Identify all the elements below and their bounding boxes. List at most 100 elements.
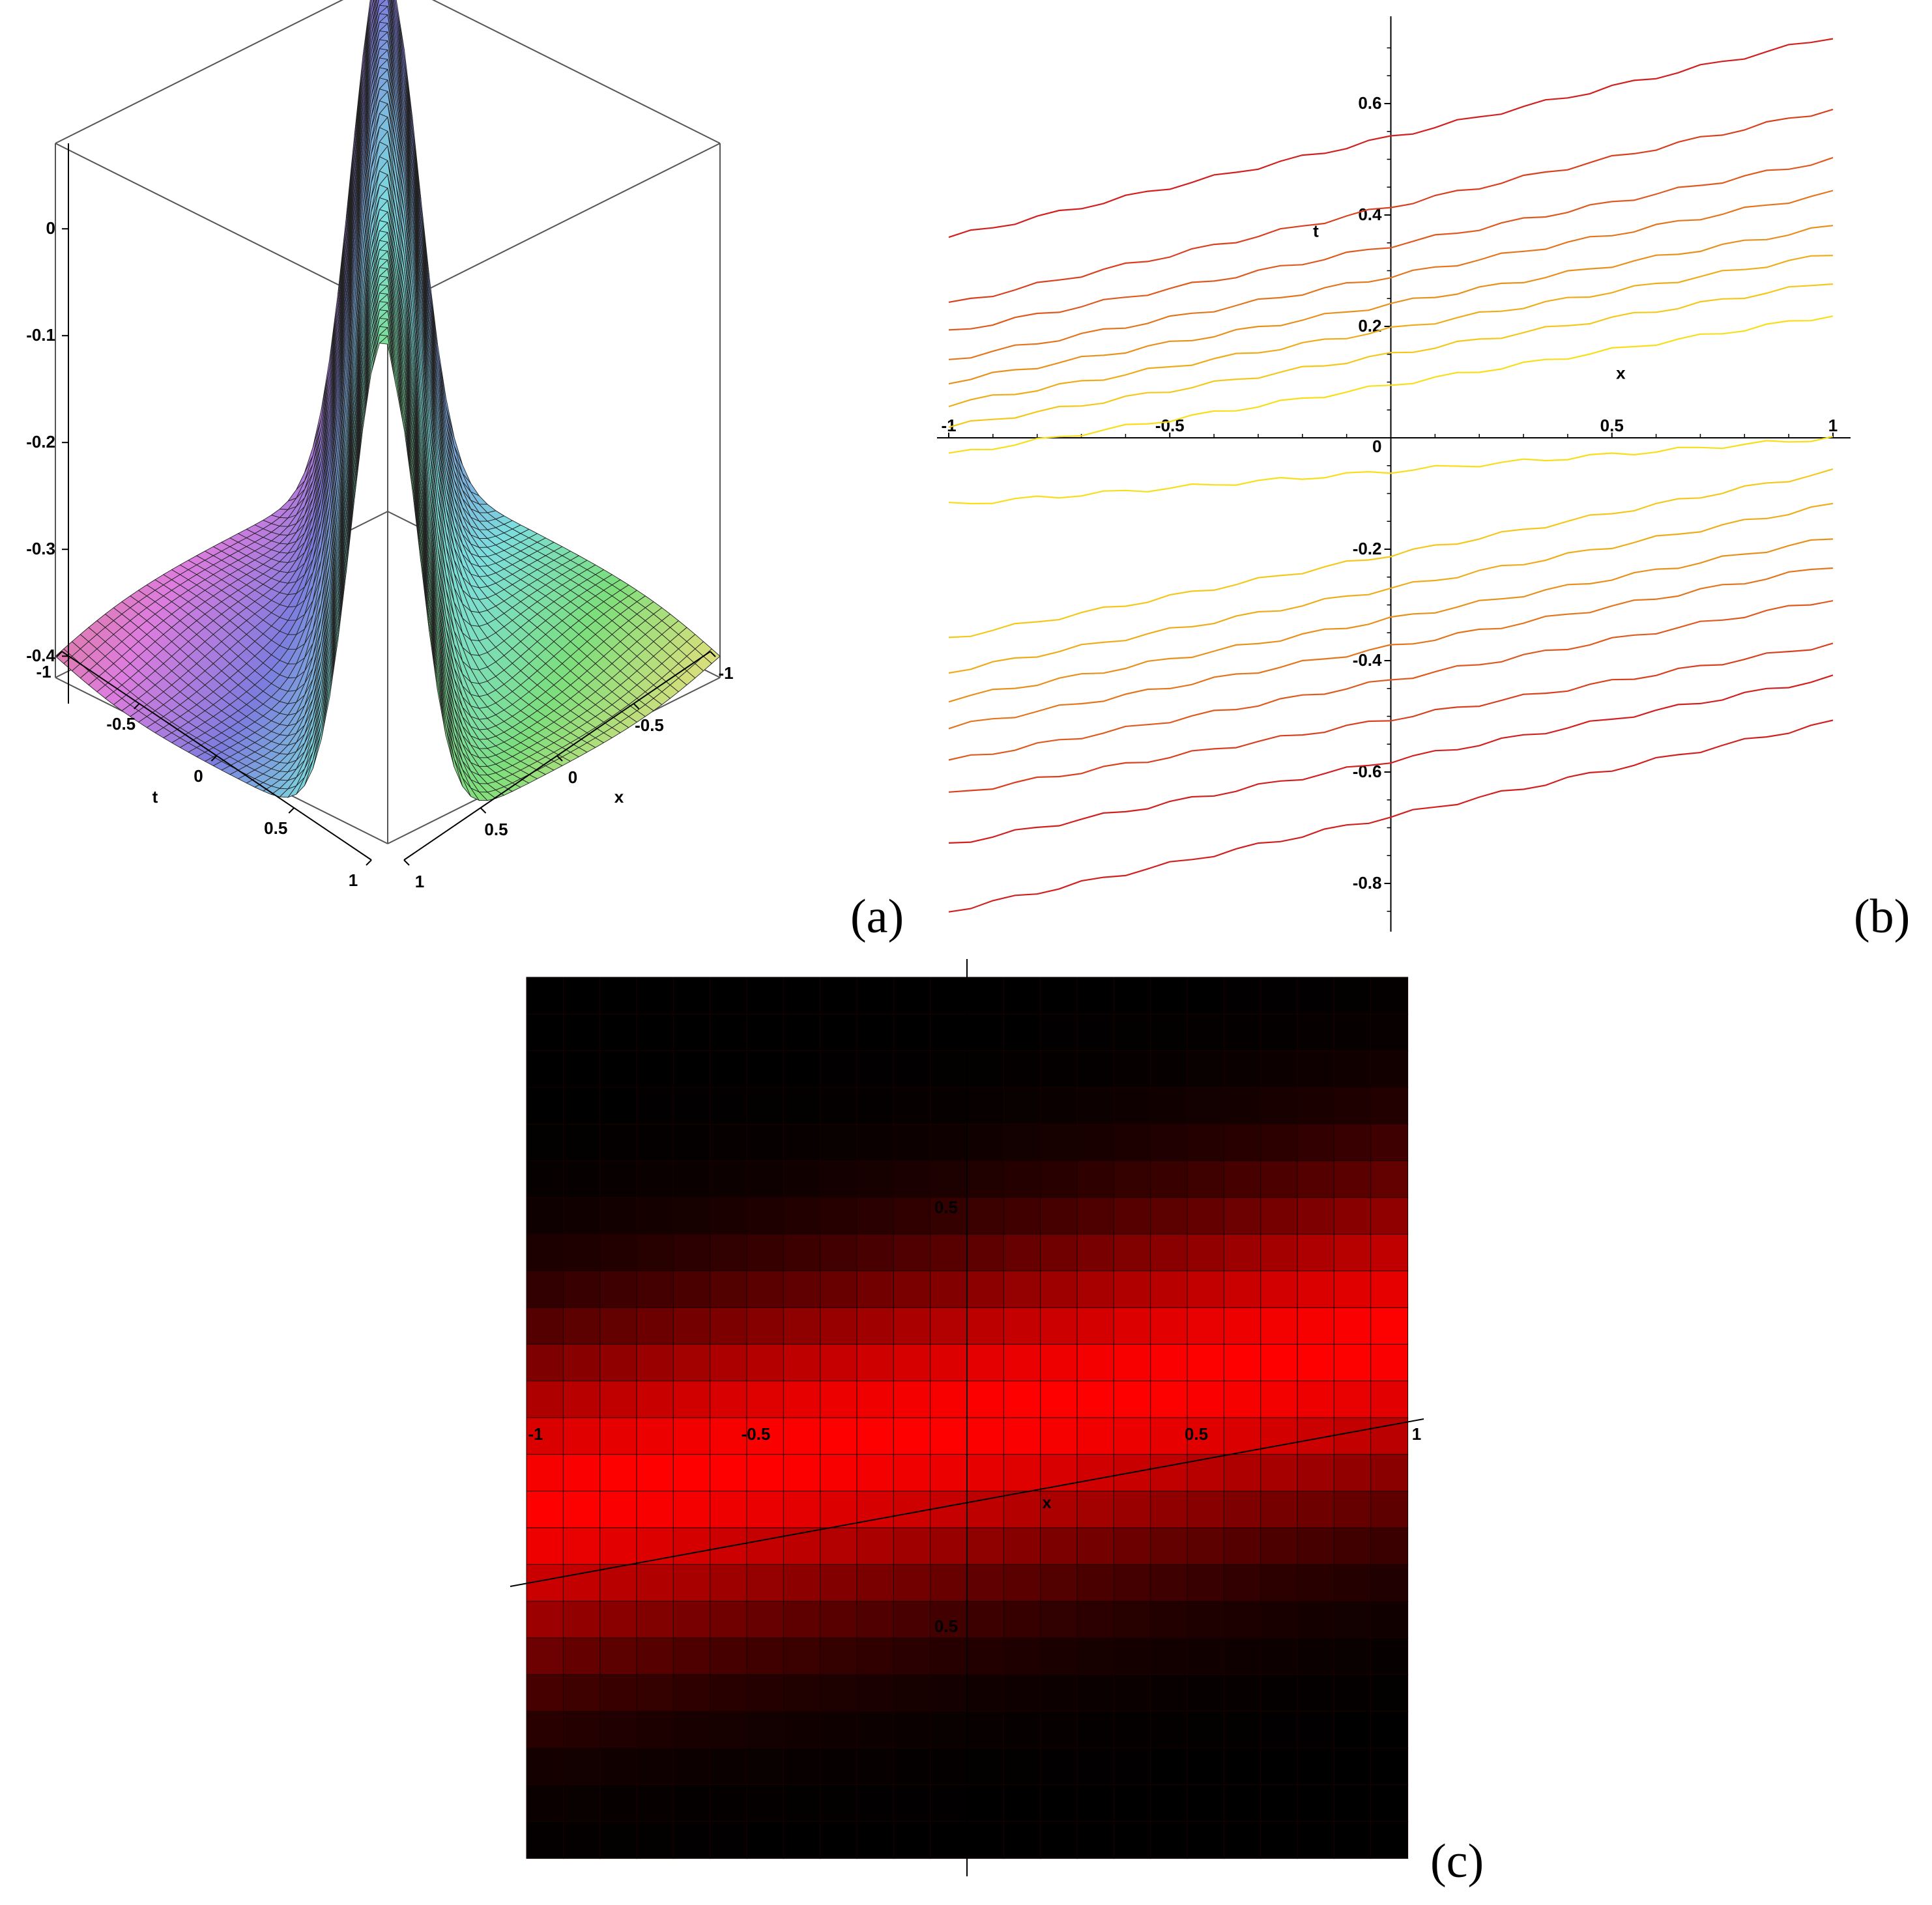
heat-cell: [893, 1013, 931, 1052]
contour-line: [948, 38, 1834, 238]
heat-cell: [1076, 1527, 1115, 1566]
heat-cell: [746, 1233, 785, 1272]
heat-cell: [1003, 1050, 1041, 1089]
heat-cell: [1003, 1637, 1041, 1676]
heat-cell: [856, 1343, 895, 1382]
heat-cell: [1223, 1307, 1262, 1345]
heat-cell: [783, 1381, 821, 1419]
surface-patch: [362, 0, 372, 57]
heat-cell: [746, 1197, 785, 1235]
heat-cell: [783, 1747, 821, 1786]
heat-cell: [856, 1270, 895, 1309]
heat-cell: [1297, 1381, 1335, 1419]
surface-patch: [394, 0, 405, 51]
heat-cell: [930, 1270, 968, 1309]
heat-cell: [966, 977, 1005, 1015]
heat-cell: [1297, 1564, 1335, 1602]
heat-cell: [893, 1123, 931, 1162]
heat-cell: [783, 1160, 821, 1199]
heat-cell: [893, 1087, 931, 1125]
heat-cell: [1223, 1050, 1262, 1089]
heat-cell: [562, 1564, 601, 1602]
heat-cell: [1333, 1601, 1372, 1639]
x-tick-label: -0.5: [635, 715, 664, 735]
heat-cell: [1076, 1564, 1115, 1602]
heat-cell: [1370, 1343, 1409, 1382]
heat-cell: [746, 977, 785, 1015]
heat-cell: [966, 1527, 1005, 1566]
heat-cell: [562, 1747, 601, 1786]
heat-cell: [562, 1637, 601, 1676]
heat-cell: [672, 1307, 711, 1345]
heat-cell: [966, 1270, 1005, 1309]
heat-cell: [783, 1123, 821, 1162]
heat-cell: [599, 1491, 638, 1529]
heat-cell: [930, 1674, 968, 1712]
heat-cell: [893, 1050, 931, 1089]
heat-cell: [672, 1050, 711, 1089]
contour-line: [948, 156, 1834, 331]
heat-cell: [1370, 1233, 1409, 1272]
heat-cell: [636, 1564, 674, 1602]
heat-cell: [1223, 1087, 1262, 1125]
heat-cell: [1113, 1050, 1151, 1089]
heat-cell: [746, 1050, 785, 1089]
heat-cell: [1260, 1747, 1299, 1786]
heat-cell: [1150, 1087, 1189, 1125]
heat-cell: [710, 1087, 748, 1125]
heat-cell: [636, 1381, 674, 1419]
heat-cell: [930, 1050, 968, 1089]
heat-cell: [930, 1233, 968, 1272]
heat-cell: [930, 1747, 968, 1786]
heat-cell: [1003, 1784, 1041, 1822]
heat-cell: [1187, 1564, 1225, 1602]
heat-cell: [893, 1747, 931, 1786]
heat-cell: [1076, 1601, 1115, 1639]
heat-cell: [1076, 977, 1115, 1015]
heat-cell: [1370, 1381, 1409, 1419]
heat-cell: [1223, 1343, 1262, 1382]
heat-cell: [710, 1711, 748, 1749]
heat-cell: [636, 1343, 674, 1382]
x-tick: [403, 859, 410, 866]
heat-cell: [1223, 1270, 1262, 1309]
heat-cell: [1333, 1013, 1372, 1052]
heat-cell: [1150, 1270, 1189, 1309]
heat-cell: [672, 1711, 711, 1749]
heat-cell: [746, 1674, 785, 1712]
surface-patch: [392, 0, 397, 16]
heat-cell: [1003, 1270, 1041, 1309]
heat-cell: [1223, 1784, 1262, 1822]
heat-cell: [1003, 1454, 1041, 1492]
heat-cell: [636, 1491, 674, 1529]
heat-cell: [526, 977, 564, 1015]
heat-cell: [1370, 1601, 1409, 1639]
heat-cell: [1297, 1233, 1335, 1272]
heat-cell: [710, 1270, 748, 1309]
heat-cell: [930, 977, 968, 1015]
heat-cell: [856, 1784, 895, 1822]
heat-cell: [856, 1417, 895, 1455]
x-tick: [556, 755, 563, 762]
heat-cell: [1297, 1637, 1335, 1676]
heat-cell: [746, 1637, 785, 1676]
heat-cell: [1187, 1527, 1225, 1566]
heat-cell: [820, 1050, 858, 1089]
heat-cell: [710, 1307, 748, 1345]
heat-cell: [599, 1747, 638, 1786]
x-axis-label: x: [1042, 1493, 1052, 1512]
contour-line: [948, 468, 1834, 638]
heat-cell: [599, 1197, 638, 1235]
z-tick-label: -0.2: [26, 432, 55, 451]
heat-cell: [856, 977, 895, 1015]
heat-cell: [636, 1711, 674, 1749]
t-tick: [134, 703, 140, 709]
contour-line: [948, 108, 1834, 303]
heat-cell: [856, 1013, 895, 1052]
contour-line: [948, 190, 1834, 360]
heat-cell: [1187, 1050, 1225, 1089]
heat-cell: [1150, 1747, 1189, 1786]
heat-cell: [672, 1747, 711, 1786]
heat-cell: [1260, 1527, 1299, 1566]
heat-cell: [783, 1601, 821, 1639]
